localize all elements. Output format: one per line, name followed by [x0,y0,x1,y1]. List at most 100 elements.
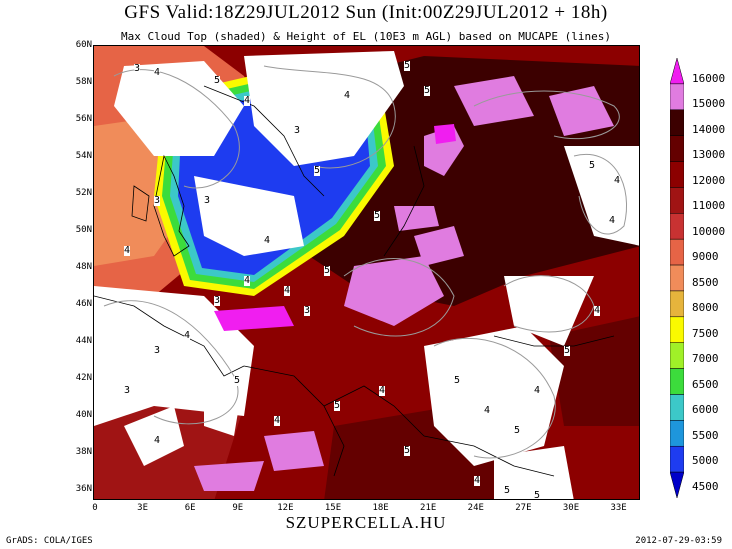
high-top-baltic [454,76,534,126]
high-top-alps [214,306,294,331]
site-watermark: SZUPERCELLA.HU [285,513,447,532]
contour-value-label: 5 [324,265,331,276]
contour-value-label: 3 [124,385,131,396]
colorbar-swatch [669,316,685,343]
colorbar-swatch [669,342,685,369]
contour-value-label: 3 [154,195,161,206]
clear-corsica [204,376,244,436]
latitude-label: 46N [75,299,92,309]
contour-value-label: 3 [154,345,161,356]
contour-value-label: 5 [504,485,511,496]
colorbar-label: 6500 [692,377,719,391]
contour-value-label: 5 [514,425,521,436]
contour-value-label: 5 [334,400,341,411]
clear-aegean [494,446,574,499]
contour-value-label: 5 [374,210,381,221]
latitude-label: 54N [75,151,92,161]
contour-value-label: 3 [214,295,221,306]
high-top-hungary [344,256,444,326]
contour-value-label: 3 [294,125,301,136]
contour-value-label: 4 [484,405,491,416]
latitude-label: 58N [75,77,92,87]
latitude-label: 50N [75,225,92,235]
colorbar-swatch [669,161,685,188]
contour-value-label: 4 [154,67,161,78]
latitude-label: 56N [75,114,92,124]
latitude-label: 52N [75,188,92,198]
chart-subtitle: Max Cloud Top (shaded) & Height of EL (1… [120,30,612,43]
colorbar-swatch [669,135,685,162]
contour-value-label: 4 [609,215,616,226]
timestamp: 2012-07-29-03:59 [635,536,722,546]
longitude-label: 18E [372,503,389,513]
contour-value-label: 5 [534,490,541,500]
colorbar-label: 8000 [692,301,719,315]
longitude-label: 9E [232,503,244,513]
contour-value-label: 4 [284,285,291,296]
colorbar-swatch [669,109,685,136]
contour-value-label: 5 [314,165,321,176]
longitude-label: 24E [467,503,484,513]
colorbar-swatch [669,238,685,266]
contour-value-label: 4 [379,385,386,396]
colorbar-label: 11000 [692,199,726,213]
latitude-label: 36N [75,484,92,494]
contour-value-label: 4 [264,235,271,246]
contour-value-label: 4 [594,305,601,316]
contour-value-label: 3 [204,195,211,206]
longitude-label: 12E [277,503,294,513]
contour-value-label: 5 [214,75,221,86]
map-field [94,46,639,499]
contour-value-label: 4 [124,245,131,256]
clear-scandinavia-east [244,51,404,166]
colorbar-label: 5500 [692,428,719,442]
field-southeast [549,316,639,426]
clear-north-sea [194,176,304,256]
contour-value-label: 5 [454,375,461,386]
colorbar-swatch [669,445,685,473]
longitude-label: 33E [610,503,627,513]
chart-title: GFS Valid:18Z29JUL2012 Sun (Init:00Z29JU… [124,2,608,23]
contour-value-label: 5 [234,375,241,386]
longitude-label: 21E [420,503,437,513]
longitude-label: 15E [324,503,342,513]
colorbar-label: 15000 [692,97,726,111]
contour-value-label: 4 [154,435,161,446]
latitude-label: 48N [75,262,92,272]
colorbar-label: 5000 [692,454,719,468]
contour-value-label: 3 [304,305,311,316]
coastlines [94,85,615,477]
longitude-label: 27E [515,503,532,513]
contour-value-label: 3 [134,63,141,74]
colorbar-label: 10000 [692,224,726,238]
colorbar-label: 9000 [692,250,719,264]
colorbar-swatch [669,187,685,214]
el-contours [103,65,628,459]
colorbar-label: 7500 [692,326,719,340]
colorbar-swatch [669,290,685,318]
colorbar-swatch [669,368,685,395]
contour-value-label: 4 [344,90,351,101]
contour-value-label: 5 [424,85,431,96]
colorbar-label: 4500 [692,479,719,493]
colorbar-label: 14000 [692,122,726,136]
contour-value-label: 4 [614,175,621,186]
contour-value-label: 5 [564,345,571,356]
high-top-ukraine [414,226,464,266]
high-top-italy-south [264,431,324,471]
contour-value-label: 4 [244,275,251,286]
contour-value-label: 5 [589,160,596,171]
colorbar-swatch [669,420,685,447]
high-top-carpathians [394,206,439,231]
peak-top-belarus [434,124,456,144]
colorbar-label: 13000 [692,148,726,162]
longitude-label: 6E [184,503,196,513]
colorbar-swatch [669,264,685,292]
colorbar-label: 8500 [692,275,719,289]
colorbar-swatch [669,471,685,499]
high-top-northeast [549,86,614,136]
colorbar-swatch [669,394,685,421]
contour-value-label: 5 [404,60,411,71]
clear-russia-east [564,146,639,246]
colorbar-swatch [669,83,685,111]
